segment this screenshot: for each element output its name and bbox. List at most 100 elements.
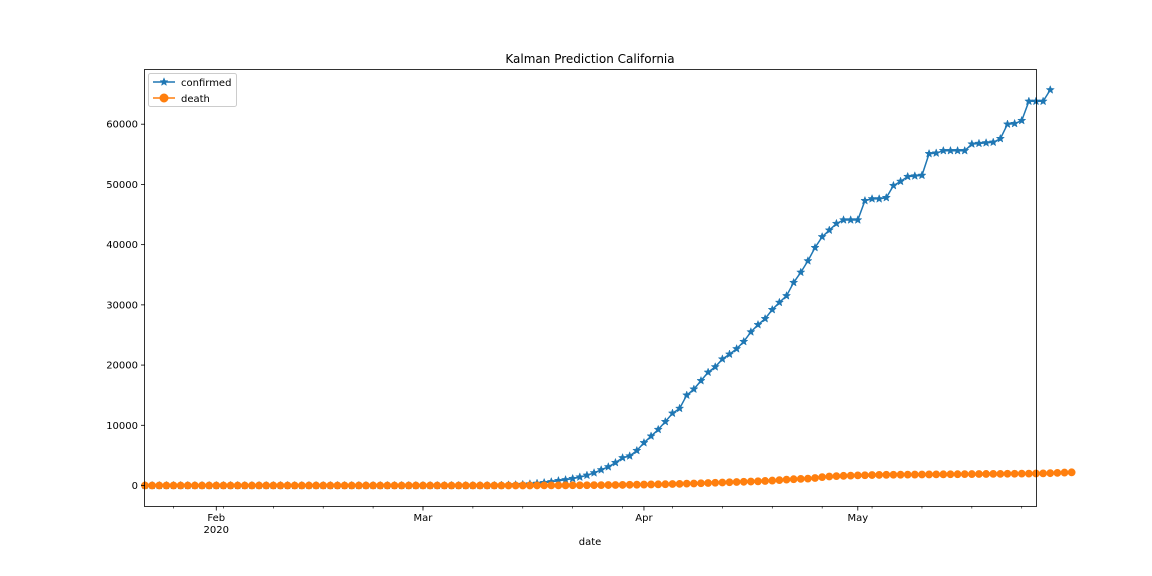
data-point xyxy=(732,478,741,486)
data-point xyxy=(789,475,798,484)
data-point xyxy=(603,461,613,471)
data-point xyxy=(967,470,976,478)
chart-title: Kalman Prediction California xyxy=(505,52,674,66)
data-point xyxy=(895,176,906,186)
data-point xyxy=(1024,469,1033,478)
data-point xyxy=(818,473,827,481)
data-point xyxy=(1053,468,1062,477)
data-point xyxy=(625,480,634,489)
data-point xyxy=(946,470,955,479)
data-point xyxy=(582,470,592,480)
data-point xyxy=(618,481,627,489)
y-tick-label: 20000 xyxy=(106,361,138,372)
data-point xyxy=(824,225,834,235)
y-tick-label: 10000 xyxy=(106,421,138,432)
data-point xyxy=(490,481,499,490)
data-point xyxy=(226,481,235,490)
data-point xyxy=(939,470,948,479)
data-point xyxy=(888,180,899,190)
data-point xyxy=(411,481,420,490)
data-point xyxy=(889,470,898,479)
data-point xyxy=(868,471,876,479)
data-point xyxy=(233,481,242,490)
data-point xyxy=(995,133,1006,143)
data-point xyxy=(917,170,927,180)
data-point xyxy=(276,481,285,490)
data-point xyxy=(632,480,641,489)
data-point xyxy=(340,481,349,490)
data-point xyxy=(881,192,891,202)
data-point xyxy=(219,481,228,490)
x-tick-sublabel: 2020 xyxy=(204,525,229,536)
data-point xyxy=(1009,118,1020,128)
data-point xyxy=(660,416,670,426)
data-point xyxy=(746,327,756,336)
data-point xyxy=(590,481,598,490)
data-point xyxy=(925,470,933,479)
data-point xyxy=(240,481,249,490)
data-point xyxy=(739,477,748,486)
data-point xyxy=(846,215,856,224)
data-point xyxy=(704,479,713,487)
y-tick-label: 0 xyxy=(132,481,138,492)
data-point xyxy=(568,481,577,490)
data-point xyxy=(853,471,862,480)
data-point xyxy=(461,481,470,490)
data-point xyxy=(938,145,948,155)
data-point xyxy=(596,464,606,474)
data-point xyxy=(390,481,399,490)
data-point xyxy=(654,480,663,489)
data-point xyxy=(697,479,705,488)
data-point xyxy=(468,481,477,490)
data-point xyxy=(725,478,734,487)
data-point xyxy=(975,470,983,478)
data-point xyxy=(767,304,777,314)
data-point xyxy=(440,481,449,490)
data-point xyxy=(255,481,263,490)
data-point xyxy=(554,481,563,490)
y-tick-label: 40000 xyxy=(106,240,138,251)
data-point xyxy=(860,195,870,205)
data-point xyxy=(668,480,677,488)
data-point xyxy=(526,481,534,490)
data-point xyxy=(952,145,963,155)
data-point xyxy=(568,473,578,483)
data-point xyxy=(803,256,813,265)
y-axis: 0 10000 20000 30000 40000 50000 60000 xyxy=(106,120,145,492)
data-point xyxy=(312,481,320,490)
data-point xyxy=(831,218,842,228)
data-point xyxy=(717,354,728,364)
data-point xyxy=(910,171,920,180)
data-point xyxy=(1017,469,1026,478)
data-point xyxy=(169,481,178,490)
data-point xyxy=(610,457,621,467)
data-point xyxy=(967,139,977,149)
data-point xyxy=(1017,115,1027,125)
data-point xyxy=(653,424,663,434)
data-point xyxy=(297,481,306,490)
data-point xyxy=(625,451,635,460)
data-point xyxy=(731,343,742,353)
data-point xyxy=(724,349,735,359)
data-point xyxy=(162,481,171,490)
data-point xyxy=(319,481,328,490)
data-point xyxy=(674,403,685,413)
data-point xyxy=(183,481,192,490)
data-point xyxy=(617,452,628,462)
y-tick-label: 30000 xyxy=(106,300,138,311)
data-point xyxy=(1002,119,1013,129)
data-point xyxy=(682,479,691,488)
data-point xyxy=(667,408,678,418)
series-confirmed xyxy=(140,84,1055,490)
data-point xyxy=(283,481,292,490)
data-point xyxy=(354,481,363,490)
data-point xyxy=(903,171,913,181)
plot-frame xyxy=(144,69,1037,507)
legend: confirmed death xyxy=(148,73,237,107)
data-point xyxy=(647,480,655,489)
x-tick-label: Mar xyxy=(414,513,434,524)
data-point xyxy=(703,367,713,377)
data-point xyxy=(646,431,656,441)
data-point xyxy=(661,480,670,489)
